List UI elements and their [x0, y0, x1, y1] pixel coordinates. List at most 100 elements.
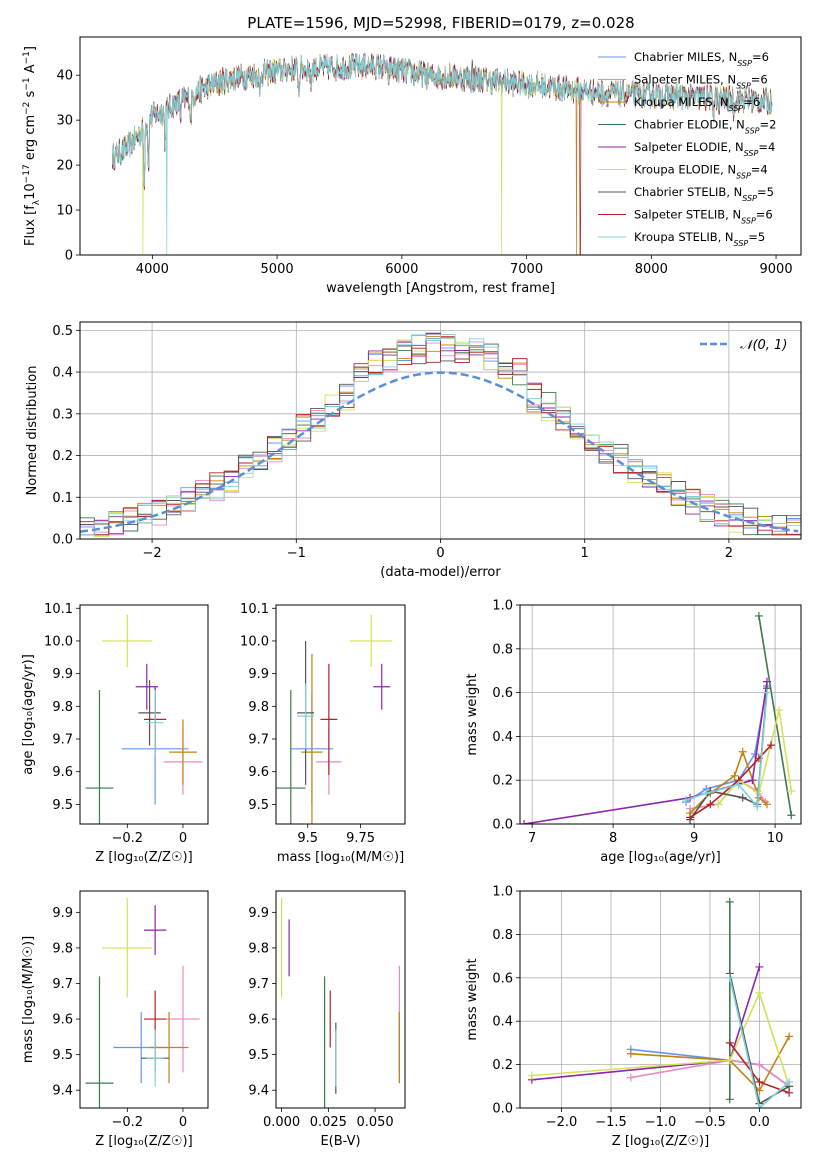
y-tick-label: 9.7 [52, 977, 73, 992]
figure-title: PLATE=1596, MJD=52998, FIBERID=0179, z=0… [247, 14, 634, 32]
axes-frame [275, 890, 406, 1109]
y-tick-label: 0.2 [492, 774, 513, 789]
axes-frame [79, 604, 209, 825]
y-axis-label: Normed distribution [25, 366, 40, 496]
weight-marker [706, 800, 715, 809]
plot-area [85, 614, 203, 824]
x-tick-label: 10 [767, 831, 784, 846]
y-tick-label: 9.8 [248, 700, 269, 715]
weight-marker [527, 1071, 536, 1080]
y-tick-label: 0.3 [52, 407, 73, 422]
y-tick-label: 10.0 [44, 634, 73, 649]
x-tick-label: 0 [436, 546, 444, 561]
y-tick-label: 40 [56, 69, 73, 84]
weight-marker [725, 1038, 734, 1047]
histogram-step [80, 333, 801, 536]
y-tick-label: 30 [56, 114, 73, 129]
axes-frame [79, 36, 802, 256]
panel-weight_vs_age: 7 8 9 10 0.0 0.2 0.4 0.6 0.8 1.0 age [log₁₀(age/yr… [465, 599, 802, 865]
x-tick-label: −1 [287, 546, 306, 561]
weight-marker [686, 813, 695, 822]
y-tick-label: 0 [65, 249, 73, 264]
y-tick-label: 9.4 [248, 1084, 269, 1099]
y-tick-label: 10.0 [240, 634, 269, 649]
x-tick-label: 0.0 [749, 1115, 770, 1130]
legend-label: Chabrier ELODIE, NSSP=2 [634, 118, 776, 136]
weight-marker [787, 811, 796, 820]
y-tick-label: 9.9 [248, 667, 269, 682]
x-tick-label: 0.050 [356, 1115, 393, 1130]
weight-marker [775, 706, 784, 715]
y-tick-label: 9.8 [52, 941, 73, 956]
x-tick-label: −0.5 [694, 1115, 726, 1130]
x-tick-label: −0.2 [112, 831, 144, 846]
y-axis-label: Flux [fλ10−17 erg cm−2 s−1 A−1] [22, 46, 42, 246]
weight-marker [714, 800, 723, 809]
plot-area [85, 898, 200, 1108]
y-tick-label: 10 [56, 204, 73, 219]
x-tick-label: 0.025 [310, 1115, 347, 1130]
normal-reference-curve [80, 371, 799, 533]
weight-marker [734, 780, 743, 789]
y-tick-label: 9.5 [52, 798, 73, 813]
x-tick-label: 0 [179, 831, 187, 846]
y-axis-label: mass weight [465, 673, 480, 755]
plot-area [276, 614, 393, 824]
y-axis-label: age [log₁₀(age/yr)] [21, 654, 36, 775]
histogram-step [80, 336, 801, 536]
legend-label: Kroupa MILES, NSSP=6 [634, 95, 760, 113]
axes-frame [79, 321, 802, 540]
weight-marker [755, 1060, 764, 1069]
y-tick-label: 0.8 [492, 642, 513, 657]
x-axis-label: wavelength [Angstrom, rest frame] [326, 281, 555, 296]
weight-marker [738, 793, 747, 802]
y-tick-label: 0.8 [492, 928, 513, 943]
x-tick-label: −1.5 [595, 1115, 627, 1130]
y-tick-label: 0.0 [52, 533, 73, 548]
y-tick-label: 1.0 [492, 885, 513, 900]
weight-marker [755, 1077, 764, 1086]
legend-label: Kroupa STELIB, NSSP=5 [634, 230, 765, 248]
weight-series-line [630, 1036, 790, 1092]
x-tick-label: −1.0 [645, 1115, 677, 1130]
weight-marker [785, 1088, 794, 1097]
y-tick-label: 0.4 [52, 366, 73, 381]
x-tick-label: 9 [690, 831, 698, 846]
panel-age_vs_mass: 9.5 9.75 9.5 9.6 9.7 9.8 9.9 10.0 10.1 mass [log₁… [240, 602, 406, 865]
legend-label: 𝒩(0, 1) [740, 338, 787, 353]
axes-frame [519, 604, 802, 825]
y-tick-label: 0.2 [52, 449, 73, 464]
weight-marker [762, 688, 771, 697]
weight-marker [520, 820, 529, 824]
x-tick-label: 9.5 [297, 831, 318, 846]
weight-marker [725, 973, 734, 982]
weight-marker [626, 1073, 635, 1082]
weight-marker [748, 776, 757, 785]
y-tick-label: 9.9 [52, 667, 73, 682]
weight-marker [702, 789, 711, 798]
plot-area [520, 891, 801, 1108]
y-tick-label: 9.6 [52, 765, 73, 780]
y-tick-label: 0.5 [52, 324, 73, 339]
x-tick-label: 7000 [510, 262, 543, 277]
weight-marker [682, 795, 691, 804]
x-tick-label: 7 [528, 831, 536, 846]
y-tick-label: 9.5 [52, 1048, 73, 1063]
x-axis-label: age [log₁₀(age/yr)] [600, 850, 721, 865]
panel-age_vs_Z: −0.2 0 9.5 9.6 9.7 9.8 9.9 10.0 10.1 Z [log₁₀(Z/Z… [21, 602, 209, 865]
x-tick-label: 8000 [635, 262, 668, 277]
x-tick-label: 9.75 [346, 831, 375, 846]
y-tick-label: 9.4 [52, 1084, 73, 1099]
y-tick-label: 9.8 [52, 700, 73, 715]
y-tick-label: 0.1 [52, 491, 73, 506]
weight-marker [725, 897, 734, 906]
y-tick-label: 9.5 [248, 798, 269, 813]
y-tick-label: 9.9 [52, 906, 73, 921]
x-axis-label: Z [log₁₀(Z/Z☉)] [95, 850, 192, 865]
weight-marker [755, 1104, 764, 1108]
x-tick-label: 5000 [261, 262, 294, 277]
y-tick-label: 10.1 [240, 602, 269, 617]
y-tick-label: 20 [56, 159, 73, 174]
legend-label: Chabrier MILES, NSSP=6 [634, 50, 769, 68]
x-tick-label: 0.000 [263, 1115, 300, 1130]
